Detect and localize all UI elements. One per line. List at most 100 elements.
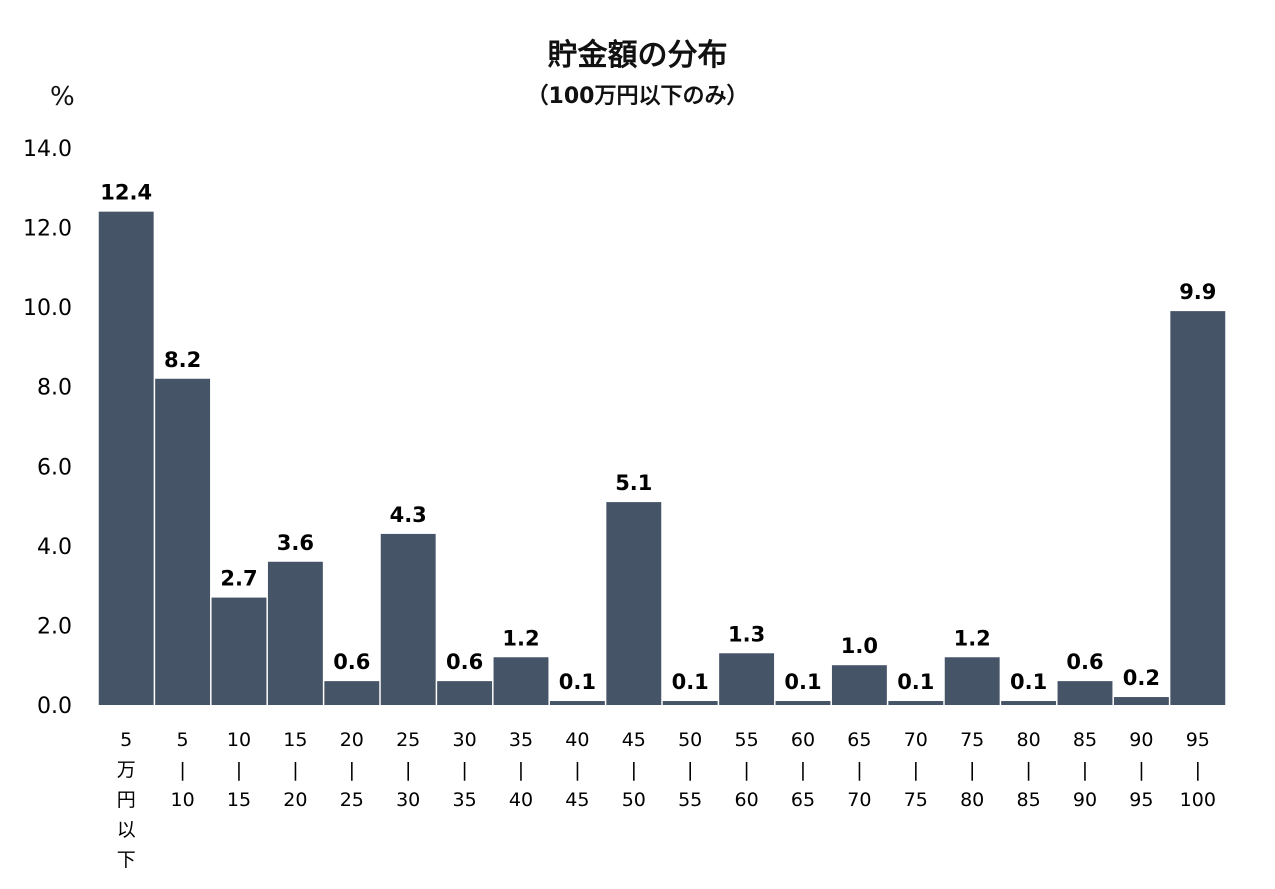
x-tick-label: 80 (960, 789, 984, 811)
bar-value-label: 1.2 (502, 626, 539, 650)
bar (662, 701, 718, 705)
x-tick-label: 60 (735, 789, 759, 811)
x-tick-label: 10 (227, 729, 251, 751)
y-axis-unit-label: % (50, 82, 75, 112)
bar (380, 533, 436, 705)
bar-value-label: 1.0 (841, 634, 878, 658)
bar-value-label: 0.6 (333, 650, 370, 674)
bar-value-label: 0.1 (559, 670, 596, 694)
x-tick-label: | (687, 759, 693, 781)
x-tick-label: | (743, 759, 749, 781)
chart-subtitle: （100万円以下のみ） (526, 84, 749, 109)
bar-value-label: 1.2 (954, 626, 991, 650)
bar-value-label: 3.6 (277, 531, 314, 555)
x-tick-label: 45 (622, 729, 646, 751)
bar (1170, 311, 1226, 705)
x-tick-label: | (179, 759, 185, 781)
x-tick-label: 5 (120, 729, 132, 751)
x-tick-label: 90 (1129, 729, 1153, 751)
x-tick-label: 90 (1073, 789, 1097, 811)
x-tick-label: 下 (117, 849, 136, 871)
x-tick-label: 25 (396, 729, 420, 751)
bar-value-label: 0.1 (897, 670, 934, 694)
bar-value-label: 0.1 (1010, 670, 1047, 694)
x-tick-label: | (1195, 759, 1201, 781)
y-tick-label: 4.0 (37, 535, 72, 560)
x-tick-label: 25 (340, 789, 364, 811)
bar (606, 502, 662, 705)
x-tick-label: 60 (791, 729, 815, 751)
x-tick-label: 95 (1186, 729, 1210, 751)
y-tick-label: 2.0 (37, 614, 72, 639)
y-tick-label: 14.0 (23, 137, 72, 162)
x-tick-label: 50 (678, 729, 702, 751)
x-tick-label: | (349, 759, 355, 781)
x-tick-label: 50 (622, 789, 646, 811)
x-tick-label: 30 (453, 729, 477, 751)
x-tick-label: | (518, 759, 524, 781)
x-tick-label: | (405, 759, 411, 781)
x-tick-label: 80 (1017, 729, 1041, 751)
x-tick-label: 40 (509, 789, 533, 811)
bar (944, 657, 1000, 705)
x-tick-label: 75 (960, 729, 984, 751)
bar-value-label: 9.9 (1179, 280, 1216, 304)
x-tick-label: 5 (177, 729, 189, 751)
x-tick-label: 95 (1129, 789, 1153, 811)
bar-value-label: 0.1 (672, 670, 709, 694)
y-tick-label: 8.0 (37, 376, 72, 401)
bar (98, 211, 154, 705)
bar-value-label: 0.6 (1066, 650, 1103, 674)
x-tick-label: | (236, 759, 242, 781)
x-tick-label: | (461, 759, 467, 781)
x-tick-label: | (292, 759, 298, 781)
bar (211, 597, 267, 705)
bar-value-label: 8.2 (164, 348, 201, 372)
x-tick-label: 15 (283, 729, 307, 751)
bar-value-label: 0.6 (446, 650, 483, 674)
bar (1113, 697, 1169, 705)
x-tick-label: | (913, 759, 919, 781)
y-tick-label: 10.0 (23, 296, 72, 321)
bar (155, 378, 211, 705)
x-tick-label: 20 (340, 729, 364, 751)
bar-value-label: 5.1 (615, 471, 652, 495)
bar-value-label: 12.4 (100, 181, 152, 205)
x-tick-label: 35 (509, 729, 533, 751)
bar-value-label: 0.2 (1123, 666, 1160, 690)
bar (549, 701, 605, 705)
y-tick-label: 6.0 (37, 455, 72, 480)
x-tick-label: 万 (117, 759, 136, 781)
bar (437, 681, 493, 705)
y-tick-label: 12.0 (23, 217, 72, 242)
x-tick-label: 以 (117, 819, 136, 841)
x-tick-label: 65 (791, 789, 815, 811)
bar (1001, 701, 1057, 705)
bar-value-label: 1.3 (728, 622, 765, 646)
x-tick-label: | (1025, 759, 1031, 781)
x-tick-label: 75 (904, 789, 928, 811)
y-tick-label: 0.0 (37, 694, 72, 719)
x-tick-label: 65 (847, 729, 871, 751)
x-tick-label: 45 (565, 789, 589, 811)
x-tick-label: | (1082, 759, 1088, 781)
x-tick-label: 35 (453, 789, 477, 811)
x-tick-label: 85 (1017, 789, 1041, 811)
x-tick-label: | (631, 759, 637, 781)
x-tick-label: | (1138, 759, 1144, 781)
bar (493, 657, 549, 705)
x-tick-label: 55 (678, 789, 702, 811)
bar (775, 701, 831, 705)
x-tick-label: | (800, 759, 806, 781)
bar (719, 653, 775, 705)
bar-value-label: 2.7 (220, 567, 257, 591)
bar-value-label: 4.3 (390, 503, 427, 527)
x-tick-label: 70 (904, 729, 928, 751)
bar (1057, 681, 1113, 705)
x-tick-label: 10 (171, 789, 195, 811)
x-tick-label: | (856, 759, 862, 781)
x-tick-label: 40 (565, 729, 589, 751)
x-tick-label: 15 (227, 789, 251, 811)
x-tick-label: 円 (117, 789, 136, 811)
x-tick-label: | (574, 759, 580, 781)
